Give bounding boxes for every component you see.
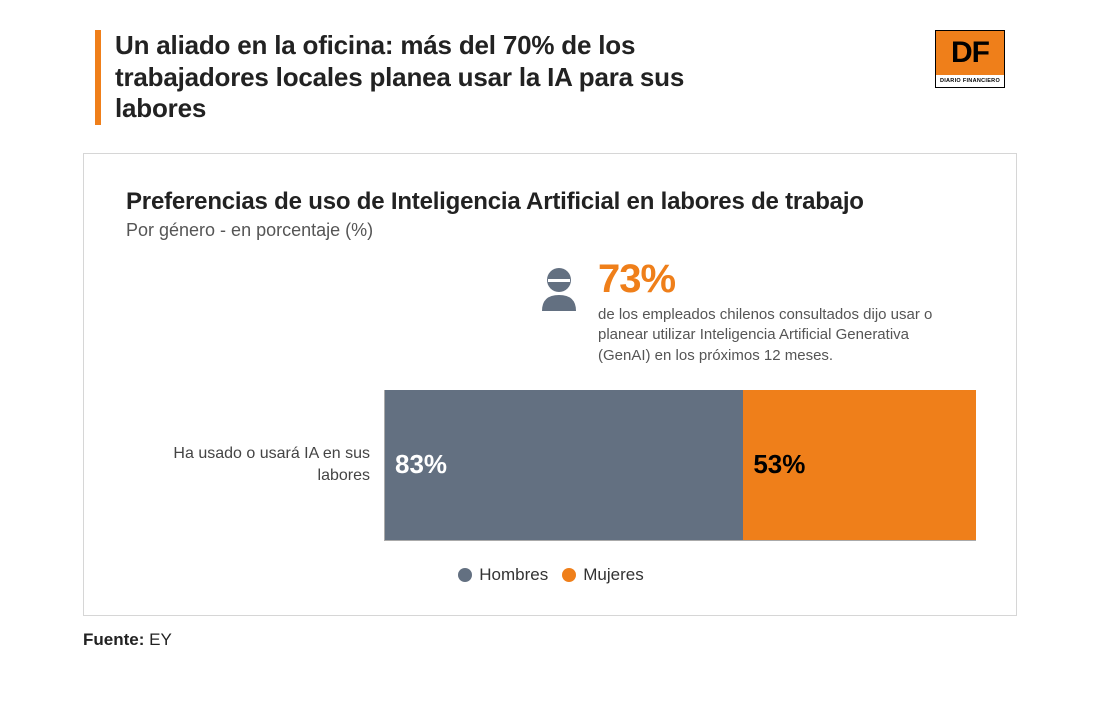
callout-text: 73% de los empleados chilenos consultado… xyxy=(598,259,936,366)
callout-description: de los empleados chilenos consultados di… xyxy=(598,305,936,366)
logo-subtext: DIARIO FINANCIERO xyxy=(936,75,1004,87)
source-prefix: Fuente: xyxy=(83,630,144,649)
card-subtitle: Por género - en porcentaje (%) xyxy=(126,220,976,241)
page-headline: Un aliado en la oficina: más del 70% de … xyxy=(115,30,755,125)
source-text: EY xyxy=(149,630,172,649)
stat-callout: 73% de los empleados chilenos consultado… xyxy=(536,259,936,366)
chart-bars: 83%53% xyxy=(385,390,976,540)
chart-axis xyxy=(384,540,976,541)
header: Un aliado en la oficina: más del 70% de … xyxy=(95,30,1005,125)
chart-legend: Hombres Mujeres xyxy=(126,565,976,585)
source-line: Fuente: EY xyxy=(83,630,1005,650)
logo-initials: DF xyxy=(936,31,1004,75)
chart-row-label: Ha usado o usará IA en sus labores xyxy=(126,443,384,486)
callout-percent: 73% xyxy=(598,259,936,299)
accent-bar xyxy=(95,30,101,125)
legend-item: Hombres xyxy=(458,565,548,585)
card-title: Preferencias de uso de Inteligencia Arti… xyxy=(126,188,976,216)
chart-card: Preferencias de uso de Inteligencia Arti… xyxy=(83,153,1017,616)
legend-label: Mujeres xyxy=(583,565,643,585)
page-root: Un aliado en la oficina: más del 70% de … xyxy=(0,0,1095,670)
chart-area: Ha usado o usará IA en sus labores 83%53… xyxy=(126,390,976,540)
legend-label: Hombres xyxy=(479,565,548,585)
legend-item: Mujeres xyxy=(562,565,643,585)
publisher-logo: DF DIARIO FINANCIERO xyxy=(935,30,1005,88)
legend-dot-icon xyxy=(562,568,576,582)
chart-bars-wrap: 83%53% xyxy=(384,390,976,540)
bar-segment: 53% xyxy=(743,390,976,540)
legend-dot-icon xyxy=(458,568,472,582)
person-icon xyxy=(536,265,582,366)
bar-segment: 83% xyxy=(385,390,743,540)
headline-block: Un aliado en la oficina: más del 70% de … xyxy=(95,30,755,125)
